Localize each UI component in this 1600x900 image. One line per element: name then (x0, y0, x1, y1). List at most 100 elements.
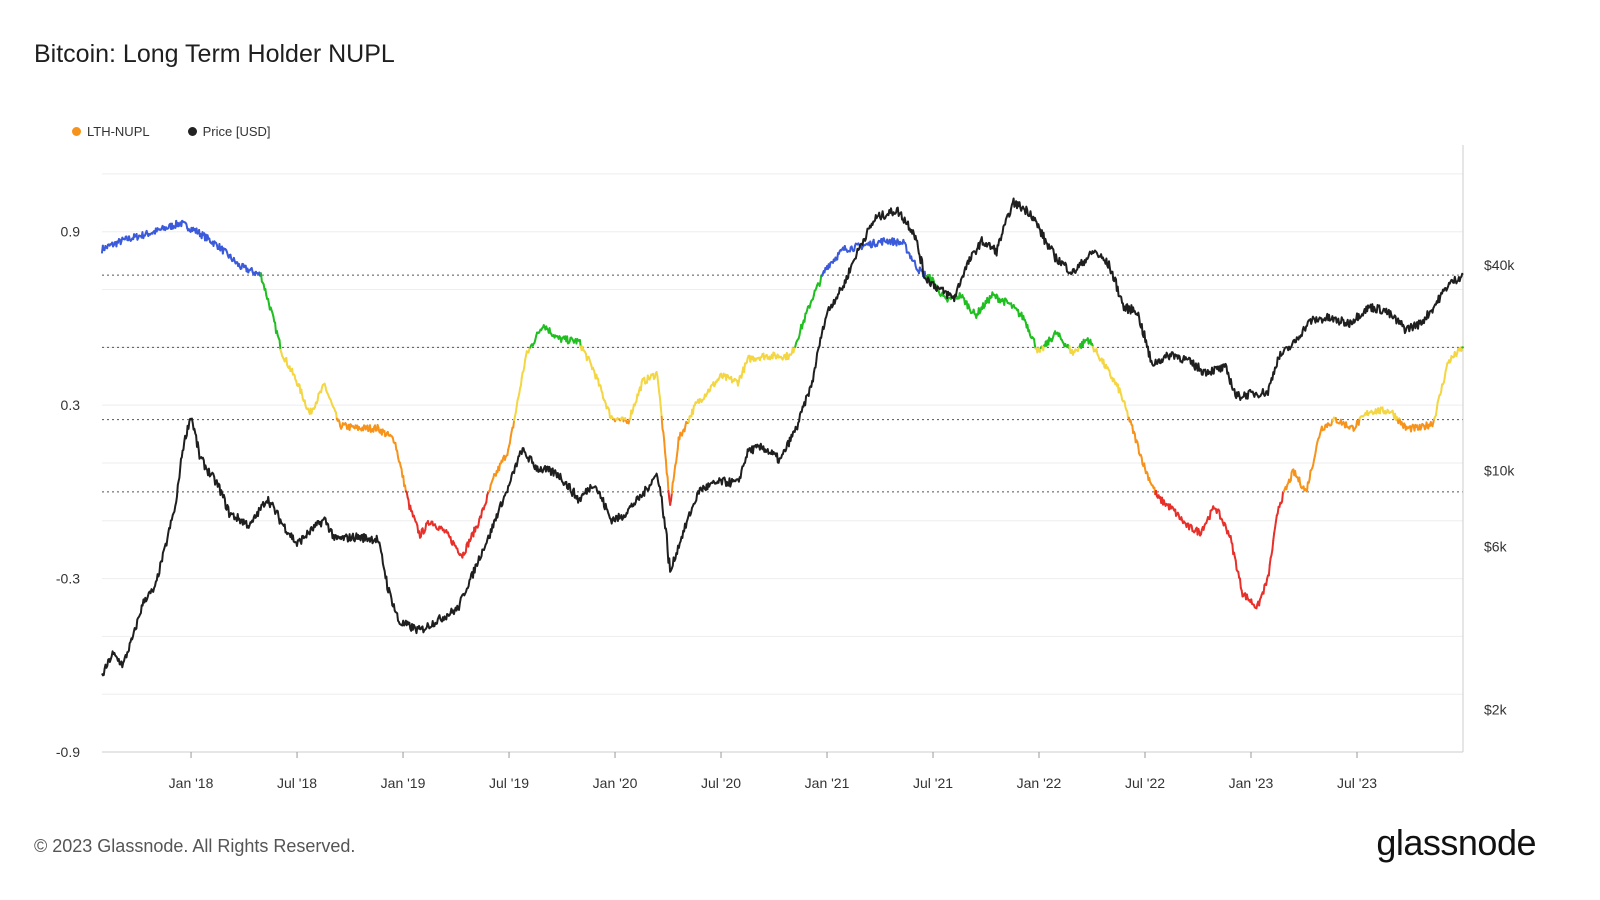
y-left-tick-label: 0.9 (61, 224, 81, 240)
y-left-tick-label: 0.3 (61, 397, 81, 413)
lth-nupl-segment (394, 441, 398, 451)
lth-nupl-segment (1271, 539, 1275, 551)
y-left-tick-label: -0.9 (56, 744, 80, 760)
copyright: © 2023 Glassnode. All Rights Reserved. (34, 836, 356, 856)
lth-nupl-segment (402, 475, 406, 488)
lth-nupl-segment (904, 244, 908, 254)
y-left-tick-label: -0.3 (56, 571, 80, 587)
lth-nupl-segment (785, 351, 789, 360)
lth-nupl-segment (477, 517, 481, 526)
x-tick-label: Jan '19 (381, 775, 426, 791)
lth-nupl-segment (1443, 370, 1447, 380)
lth-nupl-segment (664, 459, 668, 475)
x-tick-label: Jul '20 (701, 775, 741, 791)
lth-nupl-segment (658, 396, 662, 409)
lth-nupl-segment (743, 362, 747, 374)
lth-nupl-segment (1258, 598, 1262, 607)
lth-nupl-segment (675, 454, 678, 464)
lth-nupl-segment (656, 375, 660, 385)
grid (102, 173, 1463, 753)
lth-nupl-segment (1229, 534, 1233, 544)
lth-nupl-segment (639, 381, 643, 392)
lth-nupl-segment (1289, 471, 1293, 482)
lth-nupl-segment (508, 435, 512, 444)
lth-nupl-segment (1272, 532, 1276, 542)
lth-nupl-segment (464, 543, 468, 554)
x-tick-label: Jul '18 (277, 775, 317, 791)
lth-nupl-segment (663, 439, 667, 454)
x-tick-label: Jul '19 (489, 775, 529, 791)
lth-nupl-series (101, 219, 1464, 610)
lth-nupl-segment (512, 419, 516, 429)
lth-nupl-segment (1068, 345, 1072, 354)
price-line (101, 197, 1464, 677)
lth-nupl-segment (1274, 520, 1277, 529)
lth-nupl-segment (264, 288, 268, 297)
y-right-tick-label: $10k (1484, 463, 1515, 479)
lth-nupl-segment (1274, 514, 1278, 523)
lth-nupl-segment (1126, 410, 1130, 419)
lth-nupl-segment (669, 492, 673, 502)
lth-nupl-segment (1268, 557, 1272, 566)
lth-nupl-segment (1281, 491, 1284, 503)
lth-nupl-segment (608, 408, 611, 419)
lth-nupl-segment (316, 392, 320, 402)
lth-nupl-segment (1276, 505, 1280, 515)
lth-nupl-segment (675, 447, 679, 457)
lth-nupl-segment (667, 490, 671, 500)
lth-nupl-segment (1267, 563, 1271, 577)
lth-nupl-segment (1435, 401, 1439, 410)
lth-nupl-segment (1208, 509, 1212, 521)
lth-nupl-segment (485, 494, 489, 504)
threshold-lines (102, 274, 1463, 493)
legend-item-price[interactable]: Price [USD] (187, 124, 271, 139)
lth-nupl-segment (278, 339, 282, 351)
lth-nupl-segment (334, 411, 338, 420)
lth-nupl-segment (1305, 481, 1309, 493)
axis-labels: Jan '18 Jul '18 Jan '19 Jul '19 Jan '20 Jul '… (56, 224, 1515, 791)
lth-nupl-segment (1033, 338, 1036, 347)
lth-nupl-segment (419, 528, 423, 538)
lth-nupl-segment (1434, 407, 1438, 417)
lth-nupl-segment (928, 274, 932, 284)
lth-nupl-segment (515, 399, 519, 408)
lth-nupl-segment (1298, 476, 1302, 486)
lth-nupl-segment (396, 449, 400, 459)
lth-nupl-segment (657, 382, 661, 393)
lth-nupl-segment (498, 462, 501, 472)
lth-nupl-segment (259, 272, 263, 283)
lth-nupl-segment (660, 415, 664, 431)
x-tick-label: Jan '23 (1229, 775, 1274, 791)
y-right-tick-label: $6k (1484, 538, 1508, 554)
price-series (101, 197, 1464, 677)
lth-nupl-segment (424, 522, 428, 531)
legend: LTH-NUPL Price [USD] (72, 124, 271, 139)
lth-nupl-segment (1308, 469, 1312, 481)
lth-nupl-segment (819, 274, 823, 283)
y-right-tick-label: $2k (1484, 701, 1508, 717)
lth-nupl-segment (1137, 444, 1141, 455)
lth-nupl-segment (670, 481, 674, 495)
lth-nupl-segment (1102, 358, 1106, 368)
x-tick-label: Jan '21 (805, 775, 850, 791)
x-tick-label: Jan '18 (169, 775, 214, 791)
lth-nupl-segment (673, 464, 677, 474)
lth-nupl-dot-icon (72, 127, 81, 136)
x-tick-label: Jan '22 (1017, 775, 1062, 791)
lth-nupl-segment (664, 451, 667, 462)
lth-nupl-segment (1218, 510, 1222, 520)
lth-nupl-segment (480, 509, 483, 519)
brand-logo: glassnode (1376, 822, 1536, 863)
legend-label-price: Price [USD] (202, 124, 271, 139)
lth-nupl-segment (666, 475, 670, 493)
lth-nupl-segment (1231, 543, 1235, 556)
x-tick-label: Jul '23 (1337, 775, 1377, 791)
lth-nupl-segment (1440, 383, 1444, 393)
lth-nupl-segment (566, 335, 569, 345)
lth-nupl-segment (1238, 577, 1242, 589)
legend-item-lth-nupl[interactable]: LTH-NUPL (72, 124, 150, 139)
lth-nupl-segment (692, 404, 695, 415)
lth-nupl-segment (285, 356, 289, 366)
price-dot-icon (187, 127, 197, 136)
